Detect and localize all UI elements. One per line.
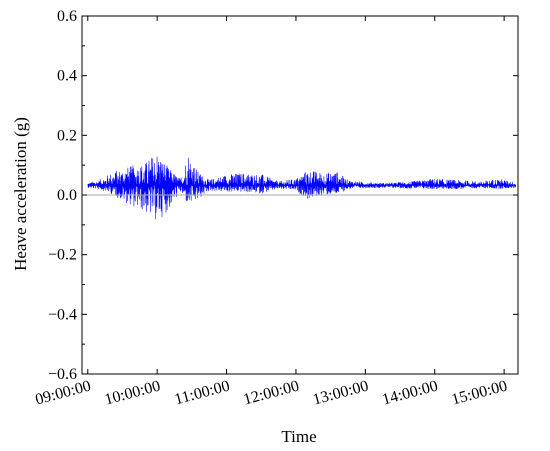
y-tick-label: −0.2 [48, 247, 77, 264]
y-tick-label: 0.0 [57, 187, 77, 204]
y-tick-label: 0.4 [57, 68, 77, 85]
y-axis-title: Heave acceleration (g) [11, 117, 30, 271]
x-axis-title: Time [281, 427, 316, 446]
y-tick-label: 0.6 [57, 8, 77, 25]
y-tick-label: −0.4 [48, 306, 77, 323]
series-line [87, 156, 516, 220]
y-axis: −0.6 −0.4 −0.2 0.0 0.2 0.4 0.6 [48, 8, 518, 383]
y-tick-label: −0.6 [48, 366, 77, 383]
y-tick-label: 0.2 [57, 127, 77, 144]
series-layer [87, 156, 516, 220]
